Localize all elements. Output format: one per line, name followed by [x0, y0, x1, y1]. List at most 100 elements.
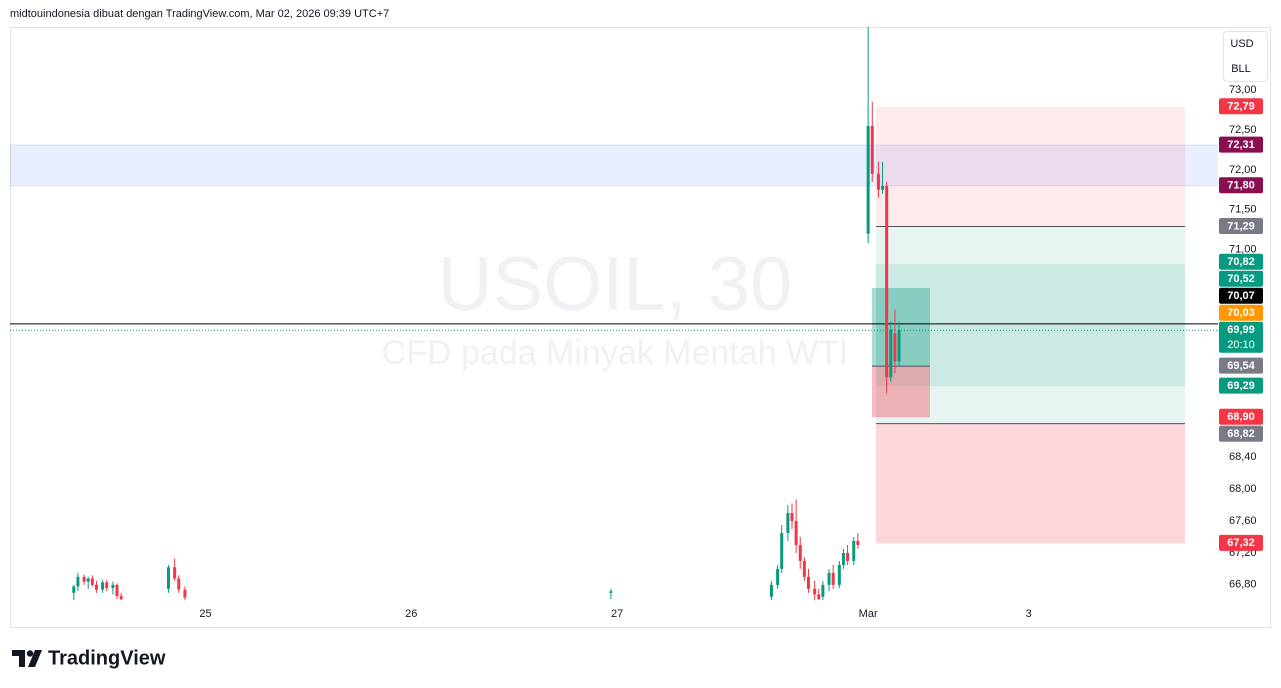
candle-body — [183, 589, 187, 598]
logo-text: TradingView — [48, 647, 166, 669]
candle-body — [72, 586, 76, 593]
candle-body — [82, 576, 86, 582]
y-tick-label: 66,80 — [1229, 579, 1257, 591]
price-label-box — [1219, 357, 1263, 374]
price-label: 70,03 — [1227, 307, 1255, 319]
candle-body — [893, 333, 897, 362]
price-label: 69,29 — [1227, 380, 1255, 392]
price-label-box — [1219, 136, 1263, 153]
y-tick-label: 72,00 — [1229, 164, 1257, 176]
candle-body — [870, 125, 874, 174]
candle-body — [881, 185, 885, 190]
candle-body — [101, 582, 105, 590]
unit-box[interactable] — [1223, 31, 1268, 82]
candle-body — [769, 584, 773, 597]
price-label: 68,90 — [1227, 411, 1255, 423]
price-label: 71,80 — [1227, 180, 1255, 192]
candle-body — [86, 578, 90, 582]
small-reward-zone — [872, 287, 930, 367]
plot — [10, 27, 1218, 600]
candle-body — [780, 532, 784, 569]
candle-body — [776, 568, 780, 585]
header: midtouindonesia dibuat dengan TradingVie… — [10, 8, 389, 20]
price-label: 72,79 — [1227, 101, 1255, 113]
y-tick-label: 73,00 — [1229, 84, 1257, 96]
candle-body — [841, 552, 845, 565]
candle-body — [846, 552, 850, 561]
chart-frame — [10, 27, 1271, 628]
price-label: 70,07 — [1227, 290, 1255, 302]
price-label-box — [1219, 287, 1263, 304]
price-label: 72,31 — [1227, 139, 1255, 151]
candle-body — [166, 567, 170, 589]
candle-body — [119, 596, 123, 600]
candle-body — [794, 520, 798, 545]
currency[interactable]: USD — [1230, 38, 1253, 50]
candle-body — [115, 584, 119, 597]
x-tick-label: 26 — [405, 608, 417, 620]
price-label: 70,82 — [1227, 256, 1255, 268]
candle-body — [111, 584, 115, 589]
logo-icon — [12, 650, 42, 667]
candle-body — [889, 329, 893, 378]
price-label-box — [1219, 534, 1263, 551]
price-label-box — [1219, 253, 1263, 270]
watermark-subtitle: CFD pada Minyak Mentah WTI — [382, 334, 849, 372]
x-tick-label: 27 — [611, 608, 623, 620]
price-label-box — [1219, 98, 1263, 115]
price-label: 71,29 — [1227, 220, 1255, 232]
candle-body — [786, 513, 790, 533]
candle-body — [173, 567, 177, 579]
x-tick-label: Mar — [859, 608, 878, 620]
candle-body — [827, 572, 831, 585]
price-label: 68,82 — [1227, 428, 1255, 440]
y-tick-label: 68,00 — [1229, 483, 1257, 495]
reward-zone — [876, 226, 1185, 424]
x-tick-label: 25 — [199, 608, 211, 620]
small-risk-zone — [872, 366, 930, 418]
candle-body — [806, 576, 810, 589]
candle-body — [76, 576, 80, 587]
watermark-title: USOIL, 30 — [438, 242, 793, 327]
y-tick-label: 71,00 — [1229, 244, 1257, 256]
candle-body — [802, 560, 806, 577]
candle-body — [885, 185, 889, 378]
candle-body — [94, 584, 98, 590]
price-label-box — [1219, 408, 1263, 425]
candle-body — [866, 125, 870, 234]
price-label-box — [1219, 321, 1263, 353]
price-label-box — [1219, 270, 1263, 287]
x-tick-label: 3 — [1026, 608, 1032, 620]
stop-zone — [876, 423, 1185, 544]
y-tick-label: 68,40 — [1229, 451, 1257, 463]
candle-body — [798, 544, 802, 561]
candle-body — [897, 330, 901, 362]
candle-body — [177, 578, 181, 590]
candle-body — [813, 588, 817, 595]
candle-body — [105, 582, 109, 589]
candle-body — [90, 578, 94, 585]
candle-body — [831, 572, 835, 585]
countdown: 20:10 — [1227, 339, 1255, 351]
y-tick-label: 67,60 — [1229, 515, 1257, 527]
price-label: 69,99 — [1227, 324, 1255, 336]
candle-body — [817, 594, 821, 600]
price-label-box — [1219, 304, 1263, 321]
y-tick-label: 71,50 — [1229, 204, 1257, 216]
unit[interactable]: BLL — [1231, 63, 1251, 75]
price-label-box — [1219, 425, 1263, 442]
y-tick-label: 72,50 — [1229, 124, 1257, 136]
price-label: 69,54 — [1227, 360, 1255, 372]
candle-body — [790, 513, 794, 521]
risk-zone — [876, 106, 1185, 227]
price-label-box — [1219, 377, 1263, 394]
price-label-box — [1219, 218, 1263, 235]
level-band — [10, 145, 1218, 186]
price-label: 70,52 — [1227, 273, 1255, 285]
candle-body — [852, 540, 856, 561]
candle-body — [837, 564, 841, 585]
price-label-box — [1219, 177, 1263, 194]
candle-body — [609, 591, 613, 593]
candle-body — [856, 540, 860, 545]
